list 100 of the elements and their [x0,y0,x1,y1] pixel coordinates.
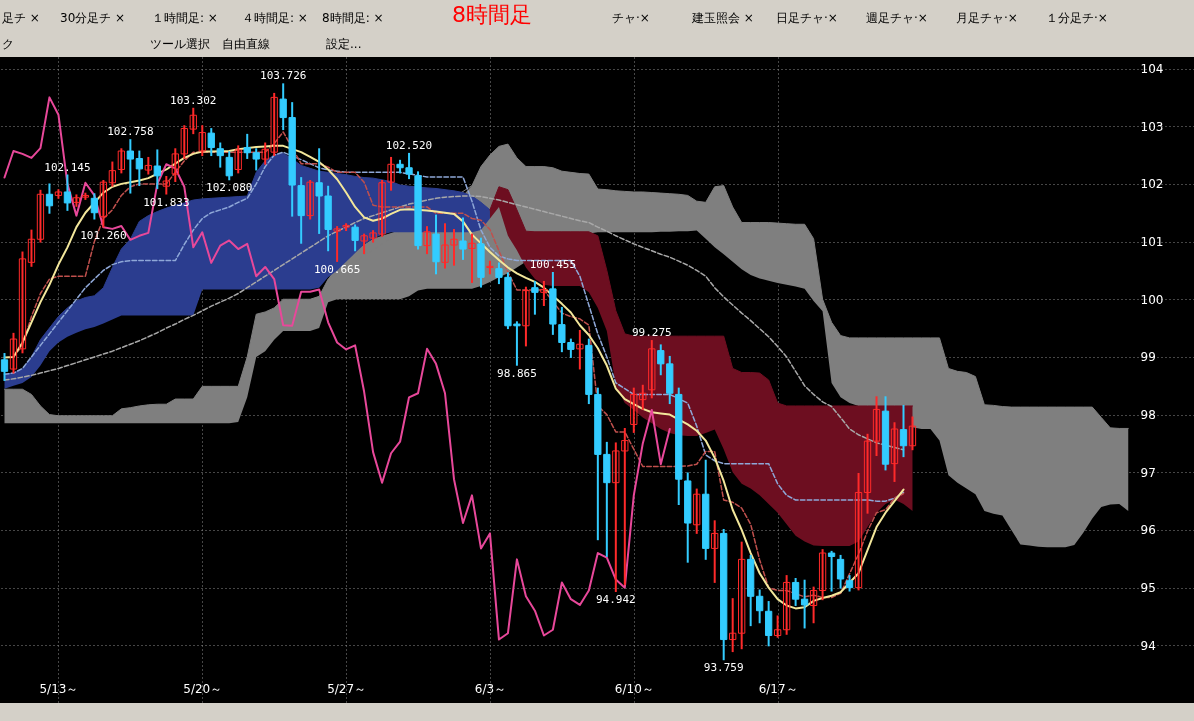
candlestick [738,541,746,650]
y-tick-label: 101 [1140,235,1164,250]
candlestick [423,226,431,255]
candlestick [351,224,359,252]
candlestick [782,575,791,635]
text: ４時間足: × [242,11,308,25]
candlestick [711,520,719,583]
text: 30分足チ × [60,11,126,25]
candlestick [9,332,18,374]
candlestick [18,251,27,354]
candlestick [162,175,170,195]
candlestick [72,194,81,207]
text: 日足チャ·× [776,11,838,25]
text: 建玉照会 × [691,11,754,25]
candlestick [872,396,881,456]
candlestick [198,125,206,157]
candlestick [225,151,233,181]
candlestick [153,149,161,189]
y-tick-label: 94 [1140,638,1156,653]
text: 月足チャ·× [956,11,1018,25]
candlestick [45,183,54,214]
annotation: 94.942 [595,592,636,606]
candlestick [729,598,737,653]
x-tick-label: 5/27～ [327,681,367,696]
candlestick [791,577,800,606]
text: ク [2,37,14,51]
text: 週足チャ·× [866,11,928,25]
candlestick [135,150,143,187]
candlestick [27,229,36,267]
x-tick-label: 6/10～ [614,681,654,696]
annotation: 100.455 [529,258,577,272]
y-tick-label: 95 [1140,581,1156,596]
candlestick [773,615,782,638]
candlestick [468,233,476,283]
x-tick-label: 6/17～ [758,681,798,696]
annotation: 99.275 [631,326,672,340]
candlestick [90,193,99,220]
annotation: 103.302 [170,93,217,107]
annotation: 100.665 [313,262,361,276]
y-tick-label: 100 [1140,292,1164,307]
text: 8時間足: × [322,11,384,25]
candlestick [756,589,764,624]
y-tick-label: 96 [1140,523,1156,538]
candlestick [99,180,108,228]
y-tick-label: 104 [1140,62,1164,77]
candlestick [809,586,818,624]
y-tick-label: 99 [1140,350,1156,365]
candlestick [63,174,72,211]
candlestick [306,180,314,220]
y-tick-label: 103 [1140,119,1164,134]
candlestick [117,148,126,174]
candlestick [836,554,845,589]
candlestick [648,340,656,399]
candlestick [800,579,809,629]
candlestick [459,217,467,260]
text: チャ·× [612,11,650,25]
candlestick [126,139,134,194]
candlestick [818,549,827,601]
candlestick [144,156,152,175]
candlestick [863,433,872,514]
candlestick [36,189,45,243]
candlestick [216,142,224,168]
text: 自由直線 [222,37,270,51]
candlestick [890,422,899,482]
text: 設定... [326,37,362,51]
candlestick [693,488,701,534]
candlestick [81,192,90,200]
x-tick-label: 5/20～ [183,681,223,696]
text: １分足チ·× [1046,11,1108,25]
candlestick [234,145,242,174]
chart-title: 8時間足 [452,2,532,27]
candlestick [576,329,584,370]
y-tick-label: 102 [1140,177,1164,192]
annotation: 101.260 [80,228,127,242]
candlestick [108,161,117,187]
text: １時間足: × [152,11,218,25]
text: ツール選択 [150,37,210,51]
text: 足チ × [2,11,40,25]
annotation: 103.726 [260,69,307,83]
candlestick [207,128,215,157]
candlestick [827,550,836,592]
candlestick [854,473,863,591]
annotation: 102.758 [107,125,154,139]
x-tick-label: 6/3～ [474,681,507,696]
candlestick [486,260,494,275]
candlestick [0,353,9,381]
line-series [3,96,671,641]
candlestick [54,189,63,199]
candlestick [531,280,539,315]
y-tick-label: 97 [1140,465,1156,480]
y-tick-label: 98 [1140,408,1156,423]
annotation: 98.865 [497,366,537,380]
candlestick [899,404,908,458]
candlestick [333,226,341,262]
annotation: 102.080 [206,181,253,195]
candlestick [540,280,548,307]
annotation: 102.520 [385,138,433,152]
x-tick-label: 5/13～ [39,681,79,696]
candlestick [342,223,350,232]
line-series [3,195,905,451]
